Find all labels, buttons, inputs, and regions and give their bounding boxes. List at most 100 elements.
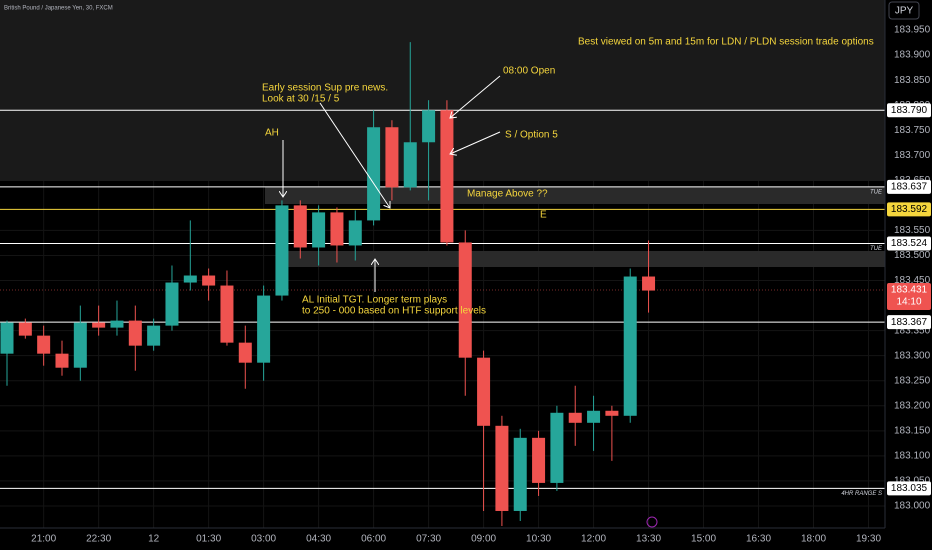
x-tick-label: 03:00 — [251, 534, 276, 545]
price-label: 183.637 — [891, 181, 928, 192]
candle-body — [422, 110, 436, 143]
candle-body — [220, 285, 234, 343]
level-tag: TUE — [870, 246, 883, 252]
x-tick-label: 06:00 — [361, 534, 386, 545]
candle-body — [275, 205, 289, 296]
y-tick-label: 183.250 — [894, 375, 931, 386]
candle-body — [367, 127, 381, 221]
price-label-box — [887, 103, 931, 118]
level-tag: 4HR RANGE S — [841, 491, 882, 497]
candle-body — [330, 212, 344, 246]
candle-body — [385, 127, 399, 188]
y-tick-label: 183.100 — [894, 451, 931, 462]
candle-body — [513, 437, 527, 511]
arrow — [450, 131, 501, 154]
candle-body — [37, 335, 51, 354]
candle-body — [183, 275, 197, 283]
x-tick-label: 12:00 — [581, 534, 606, 545]
y-tick-label: 183.300 — [894, 350, 931, 361]
price-label-box — [887, 236, 931, 251]
y-tick-label: 183.900 — [894, 50, 931, 61]
last-price-label: 183.431 — [891, 285, 928, 296]
candle-body — [293, 205, 307, 248]
y-tick-label: 183.050 — [894, 476, 931, 487]
annotation: S / Option 5 — [505, 130, 558, 141]
annotation: Early session Sup pre news. — [262, 83, 388, 94]
candle-body — [257, 295, 271, 363]
price-label: 183.367 — [891, 317, 928, 328]
price-label-box — [887, 202, 931, 217]
y-tick-label: 183.000 — [894, 501, 931, 512]
chart-title: British Pound / Japanese Yen, 30, FXCM — [4, 6, 113, 12]
price-label: 183.592 — [891, 204, 928, 215]
event-icon[interactable] — [646, 516, 658, 528]
annotation: to 250 - 000 based on HTF support levels — [302, 306, 486, 317]
candle-body — [55, 353, 69, 368]
annotation: AL Initial TGT. Longer term plays — [302, 295, 447, 306]
price-label-box — [887, 315, 931, 330]
x-tick-label: 21:00 — [31, 534, 56, 545]
candle-body — [312, 212, 326, 248]
candle-body — [477, 357, 491, 426]
candle-body — [0, 322, 14, 354]
candle-body — [440, 110, 454, 243]
candle-body — [587, 410, 601, 423]
currency-box[interactable] — [888, 1, 920, 20]
candle-body — [348, 220, 362, 246]
price-label: 183.524 — [891, 238, 928, 249]
price-axis — [885, 0, 932, 550]
x-tick-label: 01:30 — [196, 534, 221, 545]
y-tick-label: 183.750 — [894, 125, 931, 136]
arrow — [450, 75, 501, 118]
x-tick-label: 10:30 — [526, 534, 551, 545]
candle-body — [532, 437, 546, 483]
x-tick-label: 09:00 — [471, 534, 496, 545]
arrows — [283, 75, 501, 292]
y-tick-label: 183.950 — [894, 25, 931, 36]
candle-body — [550, 412, 564, 483]
candle-body — [147, 325, 161, 346]
y-tick-label: 183.500 — [894, 250, 931, 261]
last-price-box — [887, 283, 931, 311]
candle-body — [642, 276, 656, 291]
candle-body — [238, 342, 252, 363]
annotation: E — [540, 210, 547, 221]
x-tick-label: 22:30 — [86, 534, 111, 545]
candle-body — [73, 322, 87, 368]
y-tick-label: 183.550 — [894, 225, 931, 236]
countdown: 14:10 — [896, 297, 921, 308]
currency: JPY — [895, 6, 914, 17]
y-tick-label: 183.150 — [894, 425, 931, 436]
candle-body — [568, 412, 582, 423]
x-tick-label: 12 — [148, 534, 160, 545]
candle-body — [110, 320, 124, 328]
x-tick-label: 13:30 — [636, 534, 661, 545]
candle-body — [165, 282, 179, 326]
price-label-box — [887, 179, 931, 194]
arrow — [319, 102, 390, 208]
candle-body — [128, 320, 142, 346]
x-tick-label: 16:30 — [746, 534, 771, 545]
candle-body — [18, 322, 32, 336]
x-tick-label: 04:30 — [306, 534, 331, 545]
y-tick-label: 183.350 — [894, 325, 931, 336]
price-label: 183.035 — [891, 483, 928, 494]
candle-body — [403, 142, 417, 188]
y-tick-label: 183.450 — [894, 275, 931, 286]
candle-body — [202, 275, 216, 286]
x-tick-label: 18:00 — [801, 534, 826, 545]
x-tick-label: 19:30 — [856, 534, 881, 545]
level-tag: TUE — [870, 189, 883, 195]
price-label-box — [887, 481, 931, 496]
y-tick-label: 183.850 — [894, 75, 931, 86]
price-label: 183.790 — [891, 105, 928, 116]
y-tick-label: 183.200 — [894, 400, 931, 411]
annotation: 08:00 Open — [503, 66, 555, 77]
candle-body — [605, 410, 619, 416]
x-tick-label: 15:00 — [691, 534, 716, 545]
zone — [265, 187, 885, 204]
annotation: Best viewed on 5m and 15m for LDN / PLDN… — [578, 37, 874, 48]
zone — [283, 251, 885, 267]
x-tick-label: 07:30 — [416, 534, 441, 545]
